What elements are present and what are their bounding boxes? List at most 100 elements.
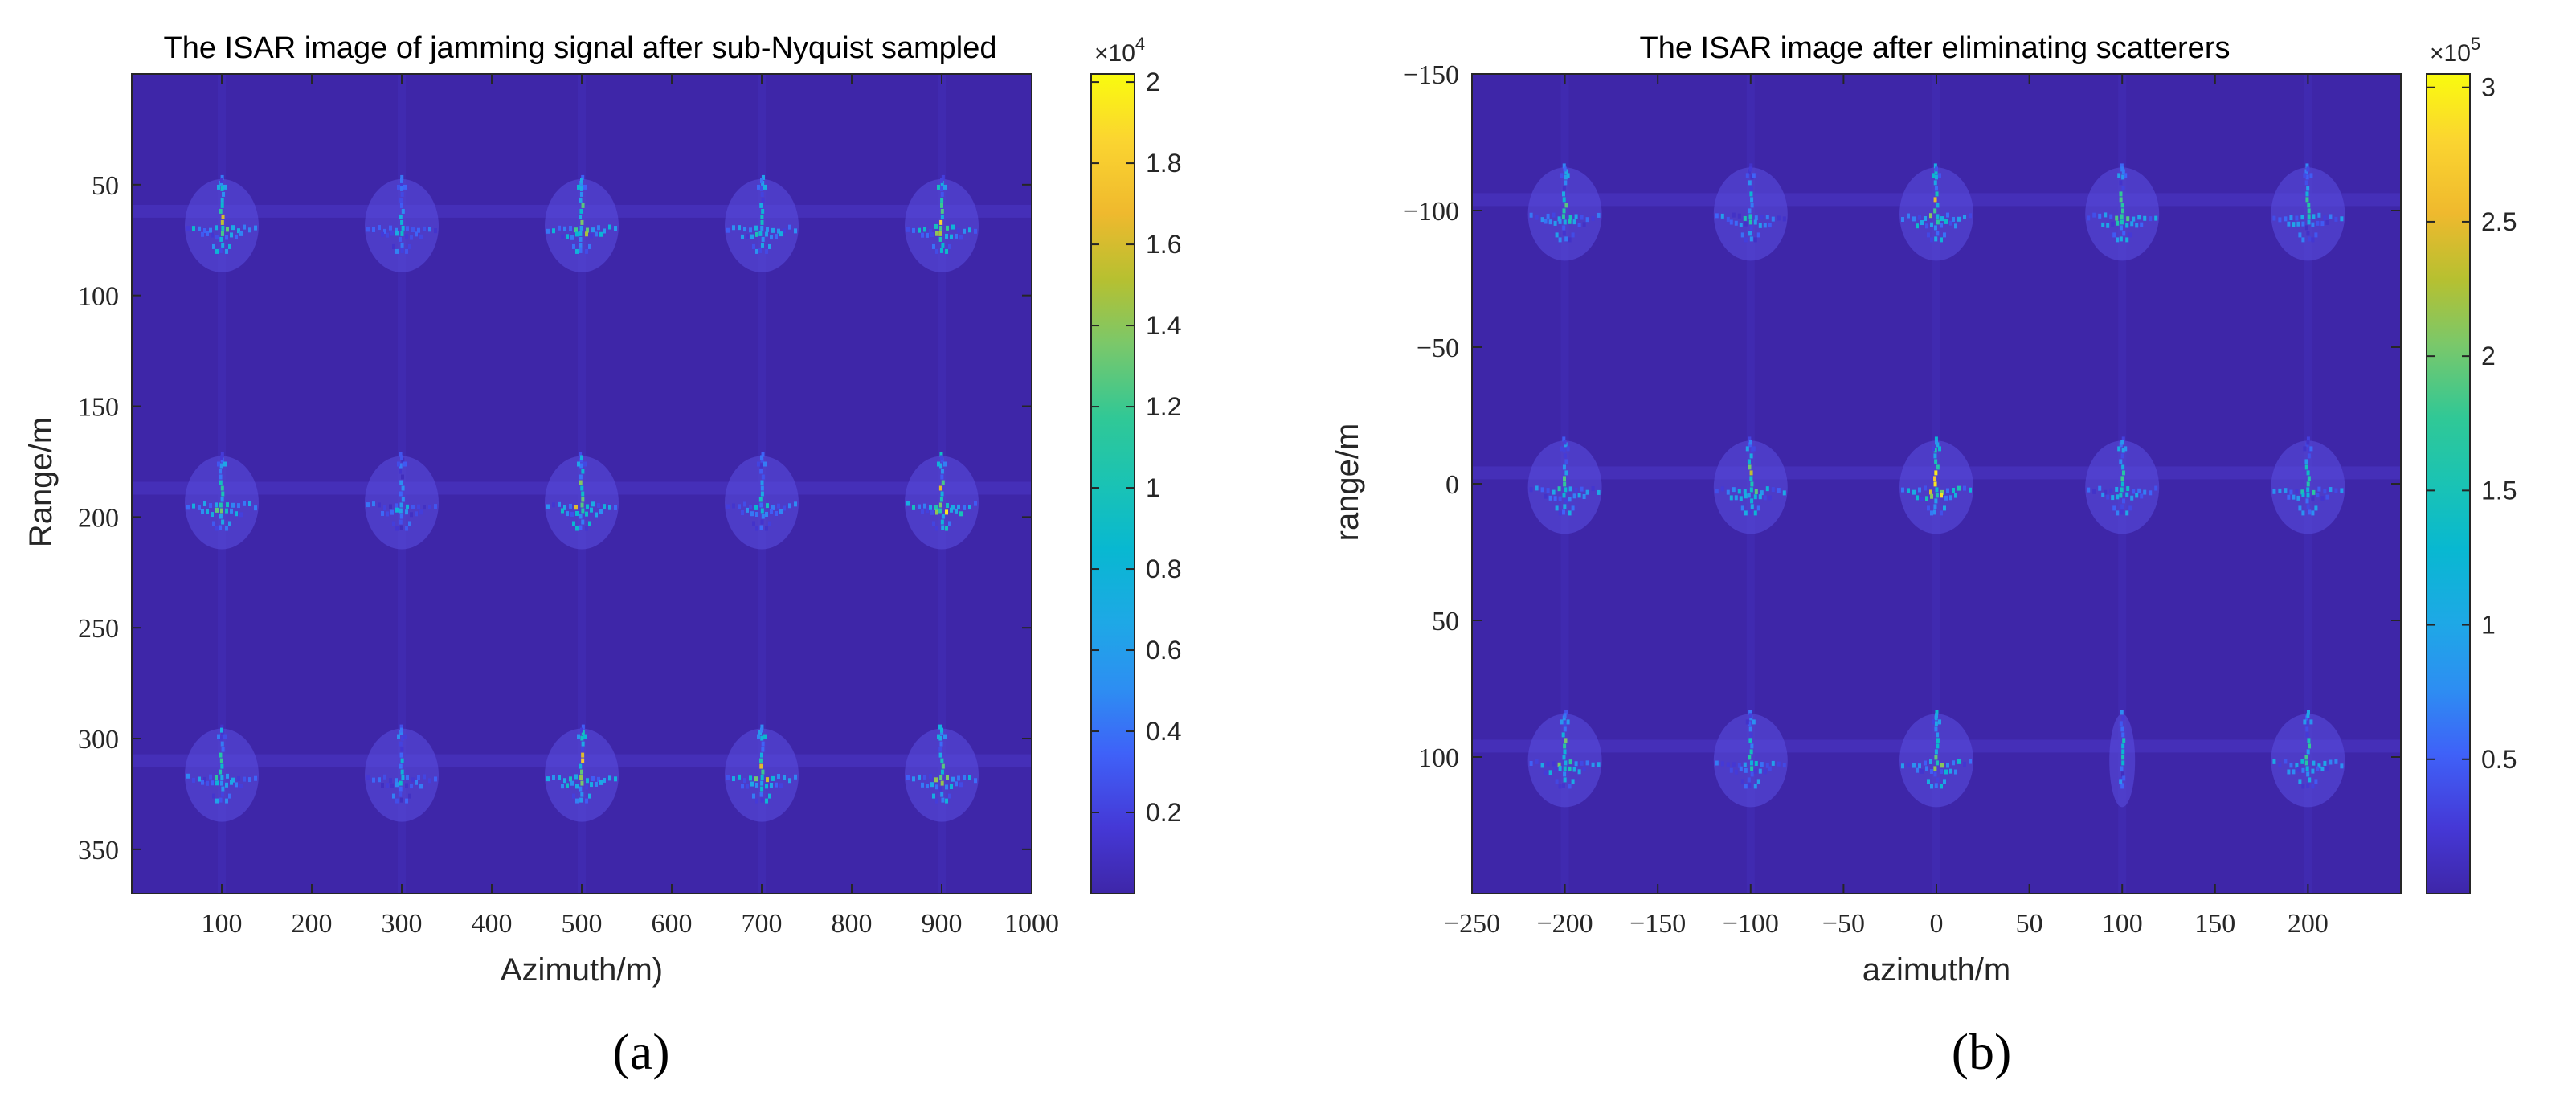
chart-b-scatterer (1529, 487, 1533, 493)
chart-a-scatterer (912, 776, 915, 782)
chart-a-scatterer (186, 226, 190, 231)
chart-b-scatterer (1934, 459, 1938, 464)
chart-a-scatterer (585, 526, 588, 531)
chart-b-scatterer (2308, 448, 2312, 453)
chart-b-scatterer (1562, 755, 1566, 760)
chart-a-scatterer (588, 793, 591, 799)
chart-a-scatterer (939, 497, 943, 502)
chart-a-scatterer (248, 777, 251, 783)
chart-b-scatterer (1912, 216, 1916, 222)
chart-b-scatterer (1744, 221, 1748, 227)
chart-b-scatterer (1572, 219, 1576, 225)
chart-a-scatterer (220, 174, 224, 180)
chart-b-scatterer (1933, 771, 1937, 777)
chart-a-scatterer (397, 184, 400, 190)
chart-a-scatterer (254, 505, 257, 511)
chart-a-scatterer (225, 508, 228, 514)
chart-b-xtick-label: 150 (2194, 909, 2235, 939)
chart-a-scatterer (749, 504, 752, 509)
chart-a-colorbar-tick-label: 1.8 (1146, 149, 1181, 178)
chart-a-scatterer (235, 782, 238, 788)
chart-b-scatterer (2120, 771, 2124, 777)
chart-b-scatterer (1732, 762, 1736, 767)
chart-a-scatterer (941, 514, 945, 519)
chart-a-scatterer (770, 783, 773, 788)
chart-a-scatterer (759, 792, 763, 797)
chart-b-scatterer (2314, 232, 2318, 238)
chart-a-xtick-label: 100 (202, 909, 243, 939)
chart-a-scatterer (614, 776, 617, 782)
chart-a-scatterer (399, 463, 403, 469)
chart-a-scatterer (940, 474, 944, 480)
chart-b-scatterer (2143, 489, 2147, 495)
chart-a-scatterer (220, 724, 224, 730)
chart-b-scatterer (2119, 779, 2123, 784)
chart-b-scatterer (2289, 489, 2293, 495)
chart-a-scatterer (243, 776, 246, 782)
chart-a-scatterer (759, 502, 763, 508)
chart-b-scatterer (2104, 212, 2108, 218)
chart-b-scatterer (1935, 191, 1939, 197)
chart-b-scatterer (2311, 768, 2315, 774)
chart-b-scatterer (2314, 505, 2318, 511)
chart-b-scatterer (1553, 766, 1557, 771)
chart-b-scatterer (2125, 492, 2129, 497)
chart-b-scatterer (2120, 214, 2124, 219)
chart-b-scatterer (2284, 216, 2288, 222)
chart-a-scatterer (943, 461, 947, 467)
chart-b-scatterer (2305, 163, 2309, 169)
chart-b-scatterer (1920, 768, 1924, 774)
chart-a-scatterer (411, 504, 415, 509)
chart-b-scatterer (1938, 446, 1941, 452)
chart-b-colorbar-tick-label: 2 (2481, 342, 2496, 370)
chart-a-scatterer (580, 502, 584, 508)
chart-b-scatterer (2311, 496, 2315, 501)
chart-b-target (2085, 436, 2160, 534)
chart-b-scatterer (2154, 485, 2158, 491)
chart-a-scatterer (563, 778, 566, 784)
chart-a-scatterer (940, 519, 944, 525)
chart-a-scatterer (771, 227, 775, 233)
chart-b-scatterer (2272, 759, 2276, 764)
chart-b-scatterer (2120, 487, 2124, 493)
chart-b-scatterer (1748, 783, 1752, 788)
chart-a-scatterer (940, 727, 943, 733)
chart-b-scatterer (2298, 779, 2302, 784)
chart-a-scatterer (757, 461, 760, 467)
chart-b-scatterer (1750, 448, 1754, 453)
chart-a-scatterer (599, 231, 603, 237)
chart-b-scatterer (2292, 494, 2296, 500)
chart-b-scatterer (2104, 489, 2108, 495)
chart-a-colorbar-tick-label: 0.8 (1146, 554, 1181, 583)
chart-b-scatterer (1748, 464, 1752, 470)
chart-b-scatterer (1568, 215, 1572, 220)
chart-a-scatterer (558, 225, 561, 231)
chart-b-scatterer (1558, 766, 1562, 771)
chart-b-colorbar-tick-label: 3 (2481, 73, 2496, 102)
chart-a-scatterer (408, 793, 411, 799)
chart-b-scatterer (2316, 766, 2320, 771)
chart-b-scatterer (1748, 509, 1752, 515)
chart-a-scatterer (186, 505, 190, 510)
chart-a-colorbar-tick-label: 1.4 (1146, 311, 1181, 340)
chart-a-scatterer (410, 784, 413, 789)
chart-b-scatterer (1739, 766, 1743, 771)
chart-a-scatterer (935, 231, 938, 236)
chart-a-scatterer (768, 793, 771, 799)
chart-a-scatterer (403, 461, 407, 467)
chart-a-scatterer (574, 774, 578, 780)
chart-b-scatterer (2121, 174, 2125, 180)
chart-a-scatterer (434, 228, 437, 234)
chart-b-scatterer (2125, 237, 2129, 243)
chart-b-xtick-label: 0 (1930, 909, 1944, 939)
chart-a-scatterer (574, 227, 578, 233)
chart-a-scatterer (766, 227, 769, 232)
panel-label-b: (b) (1952, 1023, 2012, 1080)
chart-a-scatterer (231, 225, 235, 231)
chart-b-scatterer (1558, 784, 1562, 789)
chart-a-scatterer (221, 786, 225, 792)
chart-a-scatterer (608, 505, 611, 510)
chart-b-scatterer (1912, 763, 1916, 768)
chart-a-scatterer (399, 491, 403, 497)
